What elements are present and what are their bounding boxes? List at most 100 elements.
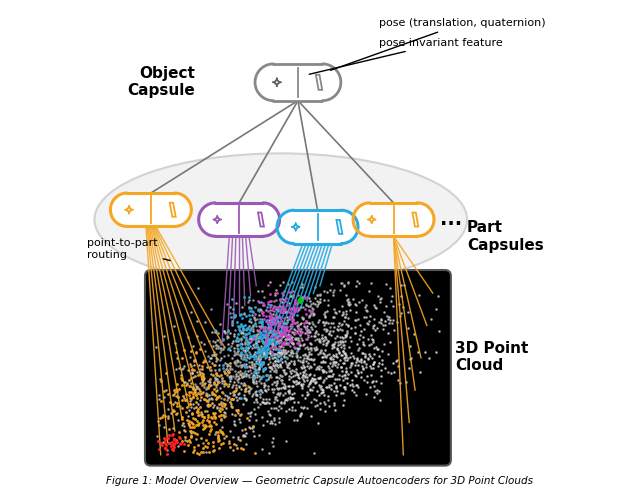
Point (241, 347, 252, 354)
Point (237, 445, 248, 453)
Point (204, 395, 214, 403)
Point (247, 424, 257, 432)
Point (351, 356, 362, 364)
Point (223, 333, 234, 341)
Point (240, 424, 250, 432)
Point (236, 354, 246, 362)
Point (271, 332, 281, 340)
Point (343, 295, 353, 303)
Point (280, 320, 291, 328)
Point (223, 361, 234, 369)
Point (334, 350, 344, 357)
Point (232, 408, 242, 416)
Point (319, 325, 330, 333)
Point (239, 363, 250, 371)
Point (304, 355, 314, 363)
Point (261, 399, 271, 407)
Point (232, 322, 243, 330)
Wedge shape (417, 203, 434, 236)
Point (340, 349, 350, 357)
Point (169, 440, 179, 448)
Point (306, 332, 316, 340)
Point (312, 387, 323, 394)
Point (293, 397, 303, 405)
Point (194, 411, 204, 419)
Point (355, 331, 365, 339)
Point (290, 296, 300, 304)
Point (168, 435, 179, 443)
Point (220, 400, 230, 408)
Point (327, 341, 337, 349)
Point (273, 346, 284, 354)
Point (248, 390, 258, 398)
Point (315, 348, 325, 356)
Point (265, 297, 275, 305)
Point (227, 340, 237, 348)
Point (289, 305, 299, 313)
Point (301, 329, 312, 337)
Point (335, 338, 346, 346)
Point (358, 340, 368, 348)
Point (271, 368, 282, 376)
Point (302, 317, 312, 325)
Point (275, 296, 285, 304)
Point (376, 294, 387, 302)
Point (241, 336, 252, 344)
Point (229, 421, 239, 428)
Point (223, 369, 234, 377)
Point (349, 371, 360, 379)
Point (340, 356, 350, 364)
Point (351, 391, 362, 399)
Point (247, 373, 257, 381)
Point (294, 326, 305, 334)
Point (314, 391, 324, 399)
Point (189, 387, 199, 395)
Point (244, 385, 255, 393)
Point (367, 335, 377, 343)
Point (284, 299, 294, 307)
Point (237, 346, 248, 354)
Point (254, 348, 264, 355)
Point (251, 396, 261, 404)
Point (189, 446, 199, 454)
Point (198, 416, 208, 424)
Text: Object
Capsule: Object Capsule (127, 66, 195, 99)
Point (431, 305, 442, 313)
Point (238, 344, 248, 352)
Point (208, 390, 218, 398)
Point (275, 361, 285, 369)
Point (227, 395, 237, 403)
Point (212, 428, 223, 436)
Point (236, 329, 246, 337)
Point (357, 349, 367, 357)
Point (193, 421, 203, 429)
Point (254, 431, 264, 439)
Point (224, 344, 234, 352)
Point (287, 278, 298, 285)
Point (216, 346, 226, 354)
Point (208, 438, 218, 446)
Point (331, 391, 341, 399)
Point (360, 303, 370, 311)
Point (285, 305, 295, 313)
Point (225, 303, 235, 311)
Point (384, 314, 394, 321)
Point (275, 330, 285, 338)
Point (241, 370, 252, 378)
Point (233, 362, 243, 370)
Point (268, 337, 278, 345)
Point (282, 361, 292, 369)
Point (289, 394, 299, 402)
Point (316, 382, 326, 390)
Point (285, 304, 296, 312)
Point (267, 318, 277, 326)
Point (243, 324, 253, 332)
Point (294, 341, 304, 349)
Point (276, 346, 287, 354)
Point (183, 441, 193, 449)
Point (268, 332, 278, 340)
Point (261, 317, 271, 325)
Point (243, 324, 253, 332)
Point (269, 378, 279, 386)
Text: 3D Point
Cloud: 3D Point Cloud (455, 341, 528, 373)
